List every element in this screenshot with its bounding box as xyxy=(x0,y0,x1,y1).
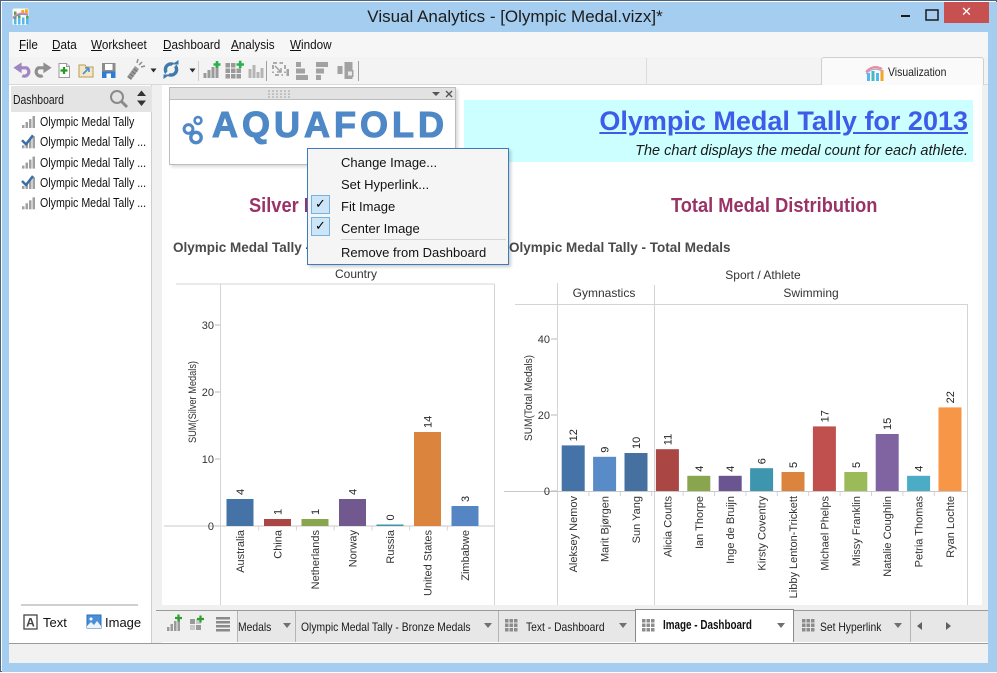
svg-text:30: 30 xyxy=(202,320,214,332)
svg-text:Natalie Coughlin: Natalie Coughlin xyxy=(882,496,894,577)
svg-text:5: 5 xyxy=(788,462,800,468)
svg-text:Norway: Norway xyxy=(348,530,360,568)
svg-text:Petria Thomas: Petria Thomas xyxy=(914,496,926,568)
svg-text:Ian Thorpe: Ian Thorpe xyxy=(694,496,706,549)
svg-text:Inge de Bruijn: Inge de Bruijn xyxy=(725,496,737,564)
svg-text:14: 14 xyxy=(423,416,435,428)
svg-text:5: 5 xyxy=(851,462,863,468)
svg-text:0: 0 xyxy=(544,486,550,498)
svg-text:Image: Image xyxy=(105,615,141,630)
svg-text:1: 1 xyxy=(310,509,322,515)
svg-text:Zimbabwe: Zimbabwe xyxy=(460,530,472,581)
svg-text:Ryan Lochte: Ryan Lochte xyxy=(945,496,957,558)
svg-text:SUM(Total Medals): SUM(Total Medals) xyxy=(523,355,535,441)
svg-text:Michael Phelps: Michael Phelps xyxy=(819,496,831,571)
svg-text:Aleksey Nemov: Aleksey Nemov xyxy=(568,496,580,573)
svg-text:9: 9 xyxy=(600,447,612,453)
svg-text:Australia: Australia xyxy=(235,529,247,573)
svg-text:22: 22 xyxy=(945,391,957,403)
svg-text:11: 11 xyxy=(662,434,674,445)
svg-text:Alicia Coutts: Alicia Coutts xyxy=(662,496,674,558)
svg-text:Text: Text xyxy=(43,615,67,630)
svg-text:4: 4 xyxy=(725,466,737,472)
svg-text:20: 20 xyxy=(202,387,214,399)
svg-text:0: 0 xyxy=(208,521,214,533)
svg-text:10: 10 xyxy=(202,454,214,466)
svg-text:1: 1 xyxy=(273,509,285,515)
svg-text:United States: United States xyxy=(423,530,435,597)
svg-text:20: 20 xyxy=(538,410,550,422)
svg-text:4: 4 xyxy=(235,489,247,495)
svg-text:17: 17 xyxy=(819,410,831,422)
svg-text:Sport / Athlete: Sport / Athlete xyxy=(725,268,801,282)
svg-text:Sun Yang: Sun Yang xyxy=(631,496,643,543)
svg-text:40: 40 xyxy=(538,334,550,346)
svg-text:0: 0 xyxy=(385,514,397,520)
svg-text:Marit Bjørgen: Marit Bjørgen xyxy=(600,496,612,562)
svg-text:4: 4 xyxy=(914,466,926,472)
svg-text:4: 4 xyxy=(348,489,360,495)
svg-text:Libby Lenton-Trickett: Libby Lenton-Trickett xyxy=(788,496,800,598)
svg-text:Country: Country xyxy=(335,267,377,281)
svg-text:Russia: Russia xyxy=(385,529,397,564)
svg-text:A: A xyxy=(26,616,35,630)
svg-text:3: 3 xyxy=(460,496,472,502)
svg-text:Gymnastics: Gymnastics xyxy=(573,286,636,300)
svg-text:15: 15 xyxy=(882,418,894,430)
svg-text:10: 10 xyxy=(631,437,643,449)
svg-text:SUM(Silver Medals): SUM(Silver Medals) xyxy=(187,361,199,443)
svg-text:4: 4 xyxy=(694,466,706,472)
svg-text:Kirsty Coventry: Kirsty Coventry xyxy=(757,496,769,571)
svg-text:12: 12 xyxy=(568,429,580,441)
svg-text:Netherlands: Netherlands xyxy=(310,530,322,590)
svg-text:Swimming: Swimming xyxy=(783,286,838,300)
svg-text:Missy Franklin: Missy Franklin xyxy=(851,496,863,566)
svg-text:6: 6 xyxy=(757,458,769,464)
svg-text:China: China xyxy=(273,529,285,559)
